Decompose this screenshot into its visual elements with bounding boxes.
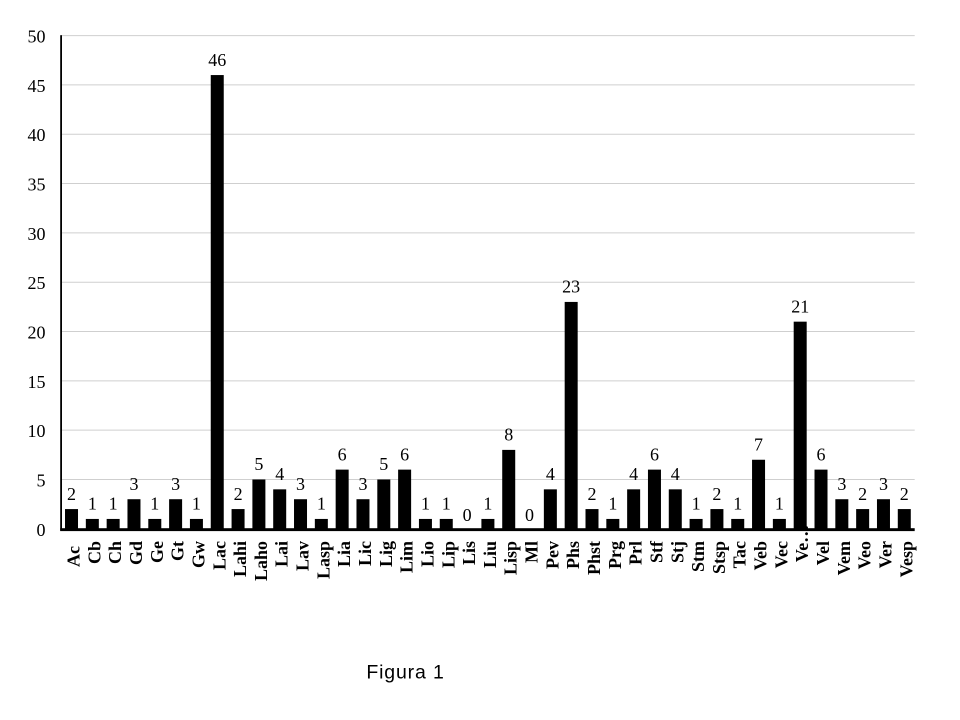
svg-text:Vel: Vel [813,541,833,565]
svg-text:Ch: Ch [105,541,125,564]
svg-text:Lia: Lia [334,541,354,567]
svg-text:Lis: Lis [459,541,479,565]
svg-text:25: 25 [28,273,46,293]
svg-text:8: 8 [504,425,513,445]
svg-text:2: 2 [900,484,909,504]
svg-text:Stj: Stj [667,541,687,563]
svg-text:Gd: Gd [126,541,146,565]
svg-text:Lasp: Lasp [313,541,333,579]
svg-text:30: 30 [28,224,46,244]
svg-text:2: 2 [588,484,597,504]
svg-text:46: 46 [208,50,226,70]
svg-text:Vec: Vec [771,541,791,568]
svg-text:6: 6 [400,444,409,464]
svg-text:23: 23 [562,277,580,297]
svg-text:Veo: Veo [855,541,875,569]
svg-text:3: 3 [296,474,305,494]
svg-text:1: 1 [109,494,118,514]
svg-text:1: 1 [608,494,617,514]
svg-text:Laho: Laho [251,541,271,581]
svg-text:Cb: Cb [84,541,104,564]
svg-text:Stf: Stf [646,540,666,563]
svg-text:6: 6 [338,444,347,464]
svg-text:2: 2 [234,484,243,504]
svg-text:20: 20 [28,323,46,343]
svg-text:5: 5 [379,454,388,474]
svg-text:5: 5 [37,470,46,490]
svg-text:0: 0 [37,520,46,540]
svg-text:Phs: Phs [563,541,583,569]
svg-text:Phst: Phst [584,541,604,575]
svg-text:Liu: Liu [480,541,500,568]
svg-text:2: 2 [67,484,76,504]
svg-text:4: 4 [629,464,638,484]
svg-text:Vem: Vem [834,541,854,575]
svg-text:Lig: Lig [376,541,396,567]
svg-text:3: 3 [129,474,138,494]
svg-text:0: 0 [463,505,472,525]
svg-text:Lav: Lav [293,541,313,571]
svg-text:6: 6 [650,444,659,464]
svg-text:Veb: Veb [751,541,771,570]
svg-text:Prl: Prl [626,541,646,565]
svg-text:3: 3 [837,474,846,494]
svg-text:1: 1 [692,494,701,514]
svg-text:10: 10 [28,421,46,441]
svg-text:Prg: Prg [605,541,625,569]
svg-text:Pev: Pev [542,541,562,569]
svg-text:1: 1 [88,494,97,514]
svg-text:Lip: Lip [438,541,458,568]
svg-text:40: 40 [28,125,46,145]
svg-text:1: 1 [192,494,201,514]
svg-text:1: 1 [775,494,784,514]
svg-text:7: 7 [754,434,763,454]
svg-text:Stm: Stm [688,541,708,572]
svg-text:4: 4 [546,464,555,484]
svg-text:Gt: Gt [168,541,188,561]
svg-text:1: 1 [421,494,430,514]
svg-text:Ge: Ge [147,541,167,563]
svg-text:Lac: Lac [209,541,229,570]
svg-text:Ac: Ac [64,546,84,567]
svg-text:2: 2 [712,484,721,504]
svg-text:Vesp: Vesp [896,541,916,577]
svg-text:15: 15 [28,372,46,392]
svg-text:45: 45 [28,76,46,96]
svg-text:3: 3 [171,474,180,494]
svg-text:1: 1 [483,494,492,514]
svg-text:6: 6 [817,444,826,464]
svg-text:3: 3 [358,474,367,494]
svg-text:Ve…: Ve… [792,525,812,562]
svg-text:Figura 1: Figura 1 [366,661,444,683]
svg-text:4: 4 [275,464,284,484]
svg-text:2: 2 [858,484,867,504]
svg-text:4: 4 [671,464,680,484]
svg-text:Lim: Lim [397,541,417,573]
svg-text:Lai: Lai [272,541,292,567]
svg-text:0: 0 [525,505,534,525]
svg-text:Lio: Lio [417,541,437,567]
svg-text:1: 1 [150,494,159,514]
svg-text:21: 21 [791,296,809,316]
svg-text:Stsp: Stsp [709,541,729,574]
svg-text:50: 50 [28,27,46,47]
svg-text:1: 1 [442,494,451,514]
svg-text:Ver: Ver [875,541,895,568]
svg-text:Tac: Tac [730,541,750,568]
svg-text:Lic: Lic [355,541,375,566]
svg-text:35: 35 [28,175,46,195]
svg-text:Ml: Ml [522,541,542,563]
svg-text:Gw: Gw [188,541,208,568]
svg-text:5: 5 [254,454,263,474]
svg-text:3: 3 [879,474,888,494]
svg-text:1: 1 [733,494,742,514]
svg-text:1: 1 [317,494,326,514]
svg-text:Lahi: Lahi [230,541,250,577]
svg-text:Lisp: Lisp [501,541,521,575]
